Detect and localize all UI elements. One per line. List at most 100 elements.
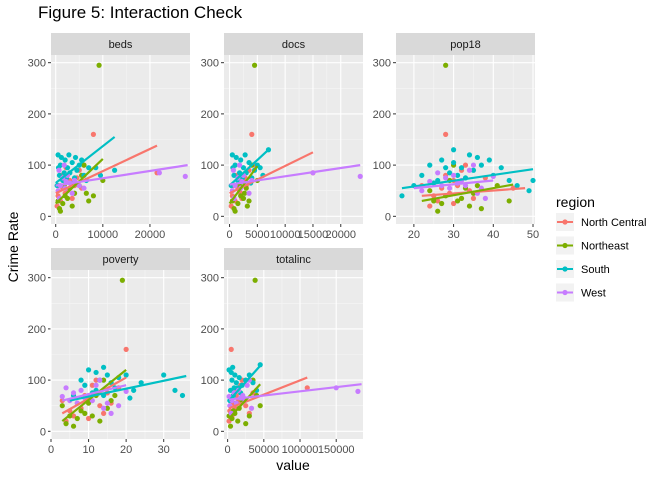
data-point bbox=[228, 369, 234, 376]
data-point bbox=[240, 195, 247, 201]
data-point bbox=[64, 195, 71, 201]
data-point bbox=[235, 418, 241, 424]
x-tick-label: 0 bbox=[226, 229, 232, 241]
data-point bbox=[458, 195, 465, 201]
x-tick-label: 20 bbox=[408, 229, 420, 241]
x-tick-label: 50 bbox=[527, 229, 539, 241]
data-point bbox=[100, 410, 107, 416]
data-point bbox=[443, 131, 449, 137]
data-point bbox=[486, 157, 492, 163]
y-tick-label: 0 bbox=[213, 426, 219, 438]
data-point bbox=[229, 377, 235, 383]
x-tick-label: 5000 bbox=[245, 229, 269, 241]
data-point bbox=[69, 203, 75, 209]
data-point bbox=[478, 206, 484, 212]
y-tick-label: 0 bbox=[40, 211, 46, 223]
data-point bbox=[443, 175, 449, 181]
data-point bbox=[93, 369, 99, 376]
x-tick-label: 10 bbox=[82, 444, 94, 456]
data-point bbox=[252, 277, 258, 283]
x-tick-label: 30 bbox=[447, 229, 459, 241]
data-point bbox=[81, 185, 87, 191]
data-point bbox=[100, 405, 107, 411]
data-point bbox=[230, 364, 236, 370]
data-point bbox=[172, 387, 178, 393]
data-point bbox=[119, 277, 125, 283]
data-point bbox=[462, 162, 469, 168]
data-point bbox=[466, 203, 473, 209]
data-point bbox=[243, 421, 249, 427]
data-point bbox=[232, 372, 238, 378]
y-tick-label: 0 bbox=[213, 211, 219, 223]
data-point bbox=[228, 346, 234, 352]
data-point bbox=[90, 193, 97, 199]
data-point bbox=[498, 165, 504, 171]
data-point bbox=[123, 346, 129, 352]
data-point bbox=[78, 408, 84, 414]
data-point bbox=[86, 165, 92, 171]
y-tick-label: 300 bbox=[28, 273, 46, 285]
data-point bbox=[236, 162, 243, 168]
x-tick-label: 40 bbox=[487, 229, 499, 241]
data-point bbox=[104, 372, 110, 378]
x-tick-label: 20000 bbox=[135, 229, 166, 241]
data-point bbox=[248, 405, 255, 411]
data-point bbox=[108, 410, 114, 416]
data-point bbox=[427, 188, 433, 194]
data-point bbox=[58, 154, 64, 161]
y-tick-label: 300 bbox=[373, 58, 391, 70]
data-point bbox=[439, 157, 445, 163]
x-tick-label: 0 bbox=[53, 229, 59, 241]
data-point bbox=[470, 167, 477, 173]
data-point bbox=[85, 415, 92, 422]
data-point bbox=[112, 392, 118, 399]
legend-label: South bbox=[581, 264, 610, 276]
data-point bbox=[447, 185, 453, 191]
fit-line bbox=[228, 165, 259, 205]
facet-strip-label: beds bbox=[109, 39, 133, 51]
y-tick-label: 300 bbox=[28, 58, 46, 70]
facet-strip bbox=[224, 33, 363, 55]
data-point bbox=[100, 377, 107, 383]
data-point bbox=[474, 154, 481, 161]
data-point bbox=[246, 198, 252, 204]
data-point bbox=[506, 177, 512, 184]
fit-line bbox=[55, 144, 158, 195]
data-point bbox=[246, 413, 252, 419]
y-tick-label: 200 bbox=[28, 109, 46, 121]
data-point bbox=[231, 206, 237, 212]
data-point bbox=[230, 167, 237, 173]
x-tick-label: 0 bbox=[48, 444, 54, 456]
x-tick-label: 10000 bbox=[88, 229, 119, 241]
fit-line bbox=[421, 183, 514, 203]
data-point bbox=[355, 388, 361, 394]
x-tick-label: 150000 bbox=[318, 444, 355, 456]
facet-strip bbox=[51, 33, 190, 55]
data-point bbox=[97, 403, 103, 409]
data-point bbox=[82, 410, 88, 416]
legend-label: West bbox=[581, 288, 606, 300]
data-point bbox=[93, 377, 99, 383]
data-point bbox=[138, 380, 144, 386]
data-point bbox=[427, 203, 433, 209]
data-point bbox=[238, 157, 244, 163]
data-point bbox=[72, 154, 79, 161]
data-point bbox=[241, 190, 248, 196]
data-point bbox=[78, 377, 84, 383]
data-point bbox=[454, 172, 461, 178]
data-point bbox=[78, 387, 84, 393]
data-point bbox=[443, 165, 449, 171]
data-point bbox=[63, 385, 69, 391]
fit-line bbox=[228, 383, 362, 401]
data-point bbox=[233, 154, 239, 161]
data-point bbox=[447, 170, 453, 176]
data-point bbox=[482, 195, 488, 201]
fit-line bbox=[401, 168, 534, 190]
data-point bbox=[233, 380, 239, 386]
data-point bbox=[62, 157, 68, 163]
facet-strip-label: totalinc bbox=[276, 254, 311, 266]
data-point bbox=[514, 182, 520, 189]
data-point bbox=[246, 190, 252, 196]
data-point bbox=[466, 152, 473, 158]
